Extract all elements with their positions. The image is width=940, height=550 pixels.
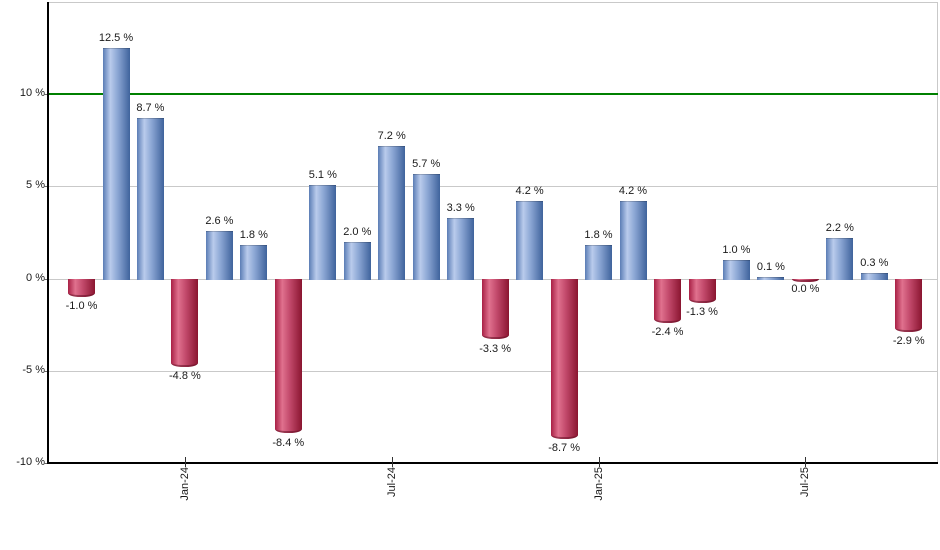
y-axis-tick [44,278,48,280]
bar-14[interactable] [516,201,544,280]
bar-value-label: -3.3 % [479,342,511,355]
x-axis-label: Jan-24 [178,467,191,501]
bar-9[interactable] [343,241,371,280]
bar-5[interactable] [205,230,233,280]
x-axis-label: Jul-24 [385,467,398,497]
bar-value-label: 0.1 % [756,260,785,273]
bar-value-label: 5.1 % [308,168,337,181]
y-axis-label: 5 % [26,179,45,192]
bar-2[interactable] [102,48,130,280]
x-axis-tick [598,457,600,467]
bar-value-label: 0.0 % [791,282,820,295]
y-axis-line [47,2,49,464]
x-axis-tick [805,457,807,467]
gridline-5pct [49,186,938,188]
bar-value-label: 2.0 % [343,225,372,238]
y-axis-tick [44,186,48,188]
bar-6[interactable] [240,245,268,280]
y-axis-label: -5 % [22,363,45,376]
bar-1[interactable] [68,278,95,298]
x-axis-tick [391,457,393,467]
bar-value-label: 1.0 % [722,244,751,257]
bar-25[interactable] [895,278,923,333]
bar-value-label: 3.3 % [446,201,475,214]
y-axis-label: 10 % [19,87,45,100]
plot-area-frame [49,2,938,463]
gridline--5pct [49,370,938,372]
x-axis-label: Jan-25 [592,467,605,501]
bar-value-label: 7.2 % [377,129,406,142]
bar-17[interactable] [619,201,647,280]
x-axis-line [47,462,938,464]
bar-value-label: 2.6 % [205,214,234,227]
bar-value-label: -8.7 % [548,442,580,454]
bar-13[interactable] [481,278,509,340]
y-axis-label: -10 % [16,456,45,468]
bar-value-label: 8.7 % [136,102,165,115]
bar-value-label: -4.8 % [168,370,201,383]
bar-value-label: 1.8 % [239,229,268,242]
bar-value-label: -2.4 % [651,325,684,338]
y-axis-tick [44,94,48,96]
bar-value-label: -1.3 % [686,305,718,318]
bar-11[interactable] [412,173,440,280]
bar-23[interactable] [826,238,854,280]
bar-value-label: -2.9 % [892,335,925,348]
bar-24[interactable] [860,273,888,280]
bar-8[interactable] [309,184,337,280]
bar-3[interactable] [136,118,164,280]
bar-value-label: 2.2 % [825,222,854,234]
y-axis-tick [44,463,48,464]
bar-15[interactable] [550,278,578,440]
x-axis-tick [184,457,186,467]
bar-18[interactable] [654,278,681,323]
bar-22[interactable] [791,278,819,282]
bar-21[interactable] [757,276,785,280]
bar-value-label: -8.4 % [272,436,305,449]
reference-line-10pct [49,93,938,96]
y-axis-label: 0 % [26,271,45,284]
bar-20[interactable] [722,260,750,280]
bar-4[interactable] [171,278,199,368]
bar-value-label: 4.2 % [515,185,544,198]
bar-7[interactable] [274,278,302,434]
bar-12[interactable] [447,217,475,280]
x-axis-label: Jul-25 [799,467,812,497]
bar-value-label: 5.7 % [412,157,441,170]
bar-19[interactable] [688,278,716,303]
bar-value-label: 12.5 % [98,32,134,45]
bar-16[interactable] [585,245,612,280]
y-axis-tick [44,370,48,372]
bar-value-label: 1.8 % [584,229,613,242]
bar-value-label: -1.0 % [65,300,98,312]
bar-value-label: 4.2 % [618,185,648,198]
bar-10[interactable] [378,145,406,280]
bar-value-label: 0.3 % [860,257,889,270]
